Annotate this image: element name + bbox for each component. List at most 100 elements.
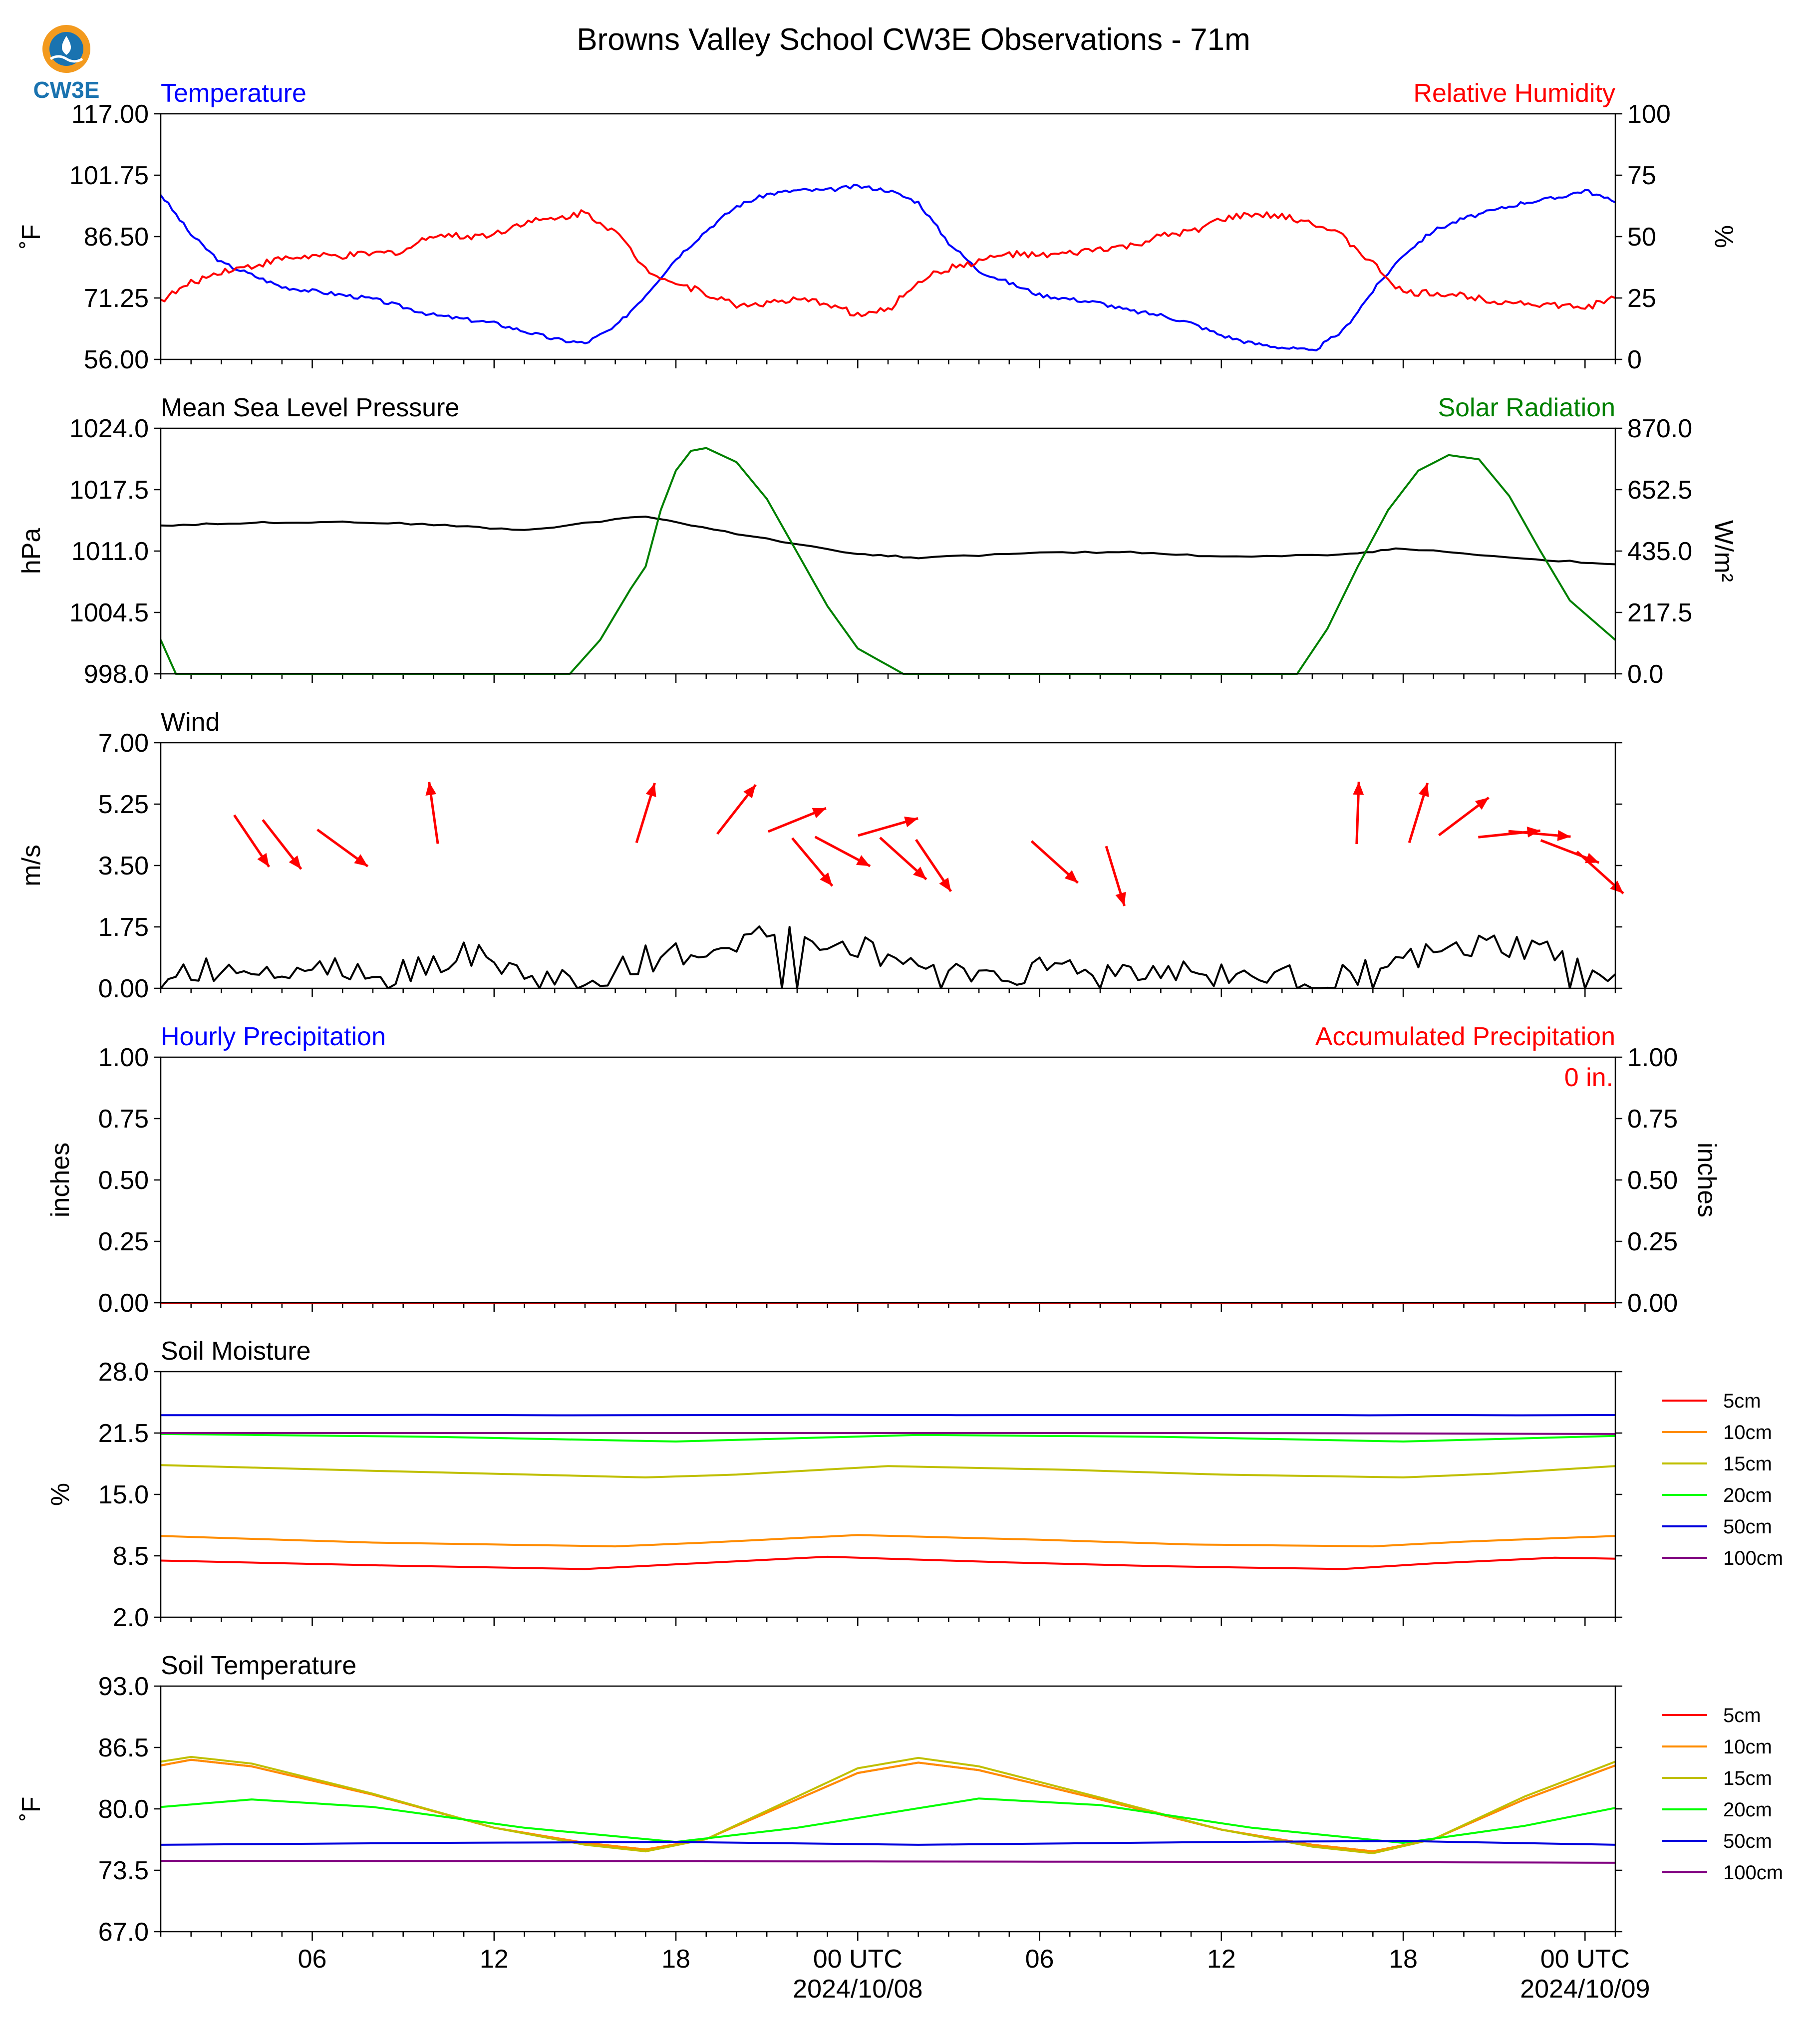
precip-right-title: Accumulated Precipitation [1315,1022,1615,1051]
pressure-series-0 [160,516,1616,566]
left-tick-label: 15.0 [98,1480,149,1509]
panel-precip: 1.00 0.75 0.50 0.25 0.00 1.00 0.75 0.50 0.25 0.00… [46,1022,1721,1318]
left-tick-label: 8.5 [113,1542,149,1571]
wind-arrow [316,829,369,868]
logo-text: CW3E [33,77,100,103]
left-tick-label: 93.0 [98,1672,149,1701]
wind-left-axis-label: m/s [17,845,46,886]
left-tick-label: 998.0 [84,660,149,689]
wind-arrow [767,807,827,833]
soil_temp-legend: 5cm 10cm 15cm 20cm 50cm 100cm [1662,1705,1783,1884]
soil_moisture-legend: 5cm 10cm 15cm 20cm 50cm 100cm [1662,1390,1783,1569]
soil_moisture-series-50cm [160,1414,1616,1417]
legend-label: 5cm [1723,1390,1761,1412]
soil_moisture-left-axis-label: % [46,1483,75,1506]
wind-arrow [1540,839,1600,864]
chart-title: Browns Valley School CW3E Observations -… [577,22,1250,57]
left-tick-label: 1.75 [98,913,149,942]
left-tick-label: 71.25 [84,284,149,313]
soil_moisture-series-10cm [160,1534,1616,1548]
legend-label: 15cm [1723,1453,1772,1475]
x-tick-label: 18 [661,1945,690,1974]
left-tick-label: 7.00 [98,729,149,758]
wind-arrow-head [856,855,871,867]
wind-arrow [879,837,927,880]
soil_moisture-left-title: Soil Moisture [161,1337,311,1366]
wind-arrow [1408,783,1429,844]
pressure-frame [160,427,1616,675]
left-tick-label: 0.00 [98,1289,149,1318]
right-tick-label: 652.5 [1627,476,1692,505]
soil_moisture-series-20cm [160,1433,1616,1443]
precip-left-title: Hourly Precipitation [161,1022,386,1051]
right-tick-label: 435.0 [1627,537,1692,566]
temperature-frame [160,113,1616,360]
right-tick-label: 0.25 [1627,1227,1678,1256]
wind-series-0 [160,925,1616,989]
wind-arrow-head [1064,870,1078,883]
right-tick-label: 0.75 [1627,1105,1678,1134]
left-tick-label: 1017.5 [69,476,149,505]
right-tick-label: 0.0 [1627,660,1663,689]
wind-arrow [1576,851,1624,894]
wind-arrow-head [904,817,918,828]
wind-arrow [262,819,303,870]
pressure-left-axis-label: hPa [17,528,46,575]
left-tick-label: 5.25 [98,790,149,819]
wind-arrow-head [645,783,656,797]
wind-frame [160,742,1616,989]
wind-arrow-head [939,877,951,891]
wind-arrow [1353,782,1364,845]
pressure-right-title: Solar Radiation [1438,393,1615,422]
left-tick-label: 80.0 [98,1795,149,1824]
right-tick-label: 0.50 [1627,1166,1678,1195]
wind-arrow-head [1418,783,1429,797]
wind-arrow-head [1610,880,1624,893]
left-tick-label: 0.25 [98,1227,149,1256]
left-tick-label: 0.50 [98,1166,149,1195]
legend-label: 20cm [1723,1799,1772,1821]
x-tick-label: 00 UTC [1540,1945,1630,1974]
precip-left-axis-label: inches [46,1143,75,1217]
logo-wave-icon [49,55,83,63]
legend-label: 50cm [1723,1830,1772,1852]
pressure-right-axis-label: W/m² [1709,520,1738,582]
left-tick-label: 3.50 [98,852,149,880]
panels: 117.00 101.75 86.50 71.25 56.00 100 75 50 25 0 Tem… [17,79,1783,1947]
temperature-right-axis-label: % [1709,225,1738,248]
wind-left-title: Wind [161,708,220,737]
logo-drop-icon [61,36,71,55]
temperature-series-0 [160,184,1616,351]
left-tick-label: 101.75 [69,161,149,190]
legend-label: 50cm [1723,1516,1772,1538]
wind-arrow [1438,796,1490,837]
wind-arrow-head [1557,830,1571,841]
wind-arrow [233,814,271,868]
wind-arrow-head [743,785,756,799]
left-tick-label: 86.50 [84,223,149,252]
legend-label: 15cm [1723,1767,1772,1789]
x-tick-label: 18 [1389,1945,1418,1974]
wind-arrow [858,817,918,837]
soil_temp-series-50cm [160,1840,1616,1846]
pressure-series-1 [160,447,1616,675]
soil_moisture-series-5cm [160,1555,1616,1570]
soil_temp-series-20cm [160,1797,1616,1844]
wind-arrow-head [913,867,926,879]
wind-arrow [791,837,834,887]
precip-right-axis-label: inches [1692,1143,1721,1217]
left-tick-label: 117.00 [71,100,149,129]
left-tick-label: 0.00 [98,974,149,1003]
wind-arrow-head [1353,782,1364,795]
left-tick-label: 1011.0 [71,537,149,566]
soil_moisture-series-100cm [161,1432,1616,1435]
left-tick-label: 1004.5 [69,598,149,627]
panel-soil_moisture: 28.0 21.5 15.0 8.5 2.0 Soil Moisture% 5cm 10cm 1… [46,1337,1783,1632]
right-tick-label: 50 [1627,223,1656,252]
x-date-label: 2024/10/09 [1520,1975,1650,2004]
soil_temp-left-axis-label: ˚F [17,1796,46,1821]
cw3e-logo: CW3E [33,25,100,103]
right-tick-label: 1.00 [1627,1043,1678,1072]
